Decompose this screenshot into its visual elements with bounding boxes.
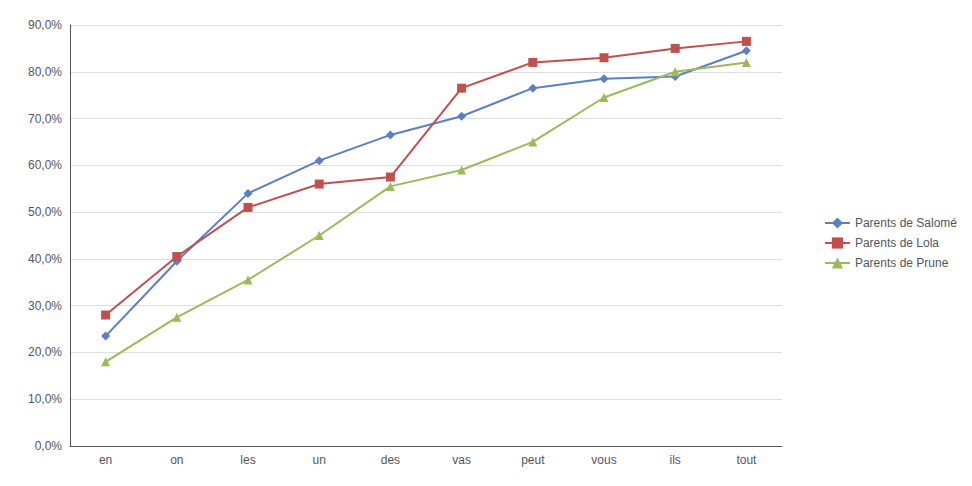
svg-text:0,0%: 0,0% [35, 439, 63, 453]
svg-text:un: un [313, 453, 326, 467]
svg-text:80,0%: 80,0% [28, 65, 62, 79]
svg-text:on: on [170, 453, 183, 467]
svg-text:30,0%: 30,0% [28, 299, 62, 313]
svg-text:50,0%: 50,0% [28, 205, 62, 219]
svg-text:vous: vous [591, 453, 616, 467]
svg-text:70,0%: 70,0% [28, 112, 62, 126]
svg-text:ils: ils [670, 453, 681, 467]
svg-text:60,0%: 60,0% [28, 158, 62, 172]
svg-text:peut: peut [521, 453, 545, 467]
svg-text:vas: vas [452, 453, 471, 467]
svg-text:10,0%: 10,0% [28, 392, 62, 406]
svg-text:Parents de Prune: Parents de Prune [855, 256, 949, 270]
svg-text:des: des [381, 453, 400, 467]
svg-text:90,0%: 90,0% [28, 18, 62, 32]
svg-text:Parents de Salomé: Parents de Salomé [855, 216, 957, 230]
svg-text:tout: tout [736, 453, 757, 467]
svg-text:Parents de Lola: Parents de Lola [855, 236, 939, 250]
svg-text:les: les [240, 453, 255, 467]
svg-text:20,0%: 20,0% [28, 345, 62, 359]
svg-text:40,0%: 40,0% [28, 252, 62, 266]
svg-text:en: en [99, 453, 112, 467]
